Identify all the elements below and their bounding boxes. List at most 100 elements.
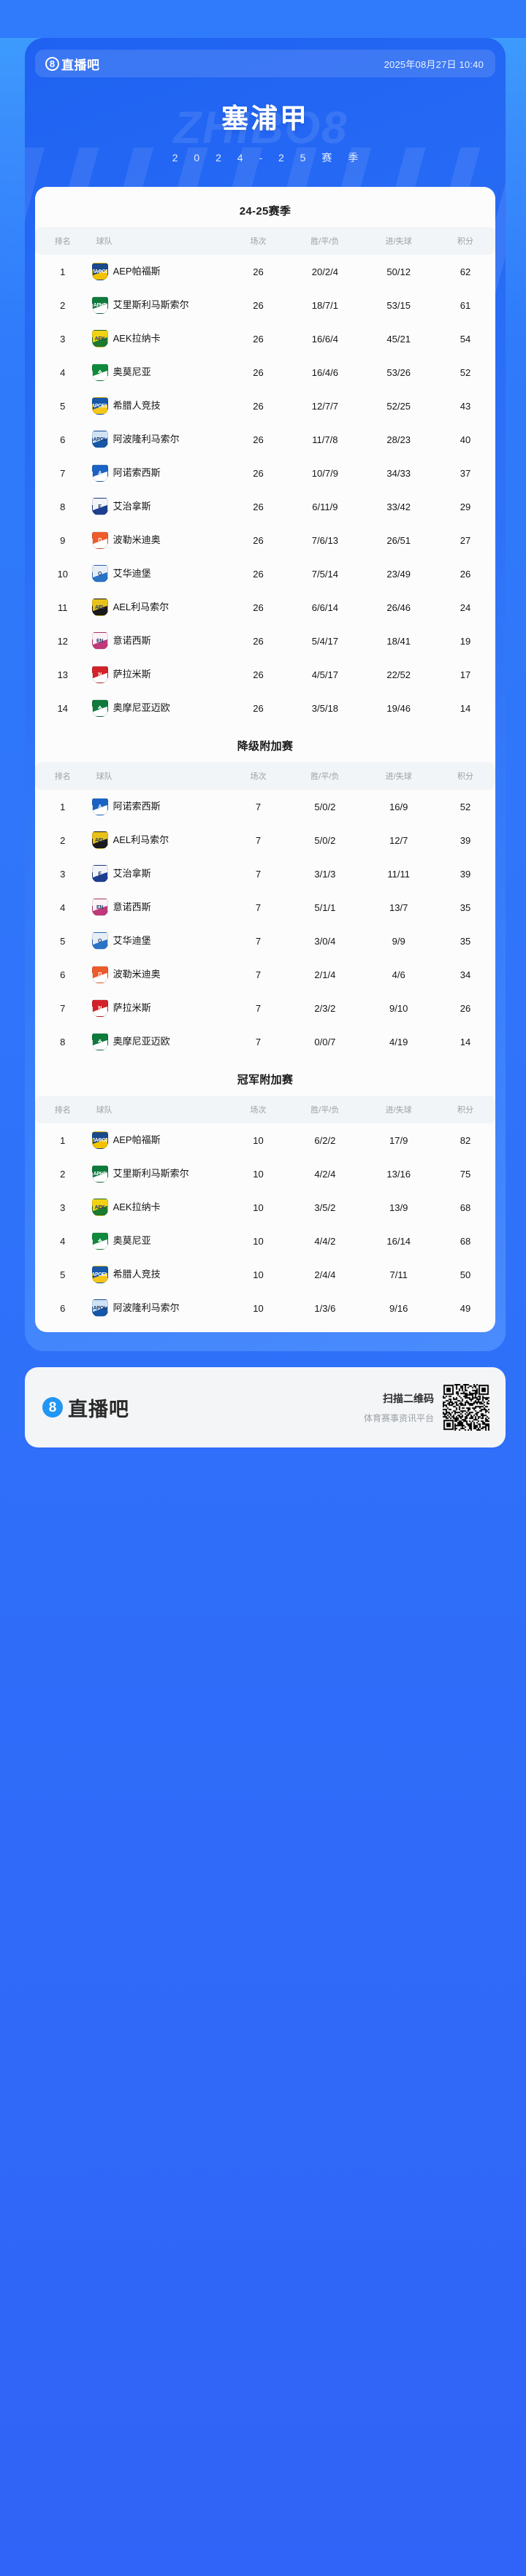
crest-omonia-29m-icon: O — [91, 565, 108, 583]
cell-team[interactable]: ☘ 奥莫尼亚 — [91, 355, 229, 389]
table-row[interactable]: 8 E 艾治拿斯 26 6/11/9 33/42 29 — [35, 490, 495, 523]
table-row[interactable]: 4 EN 意诺西斯 7 5/1/1 13/7 35 — [35, 891, 495, 924]
cell-wdl: 16/6/4 — [311, 333, 338, 345]
cell-team[interactable]: A 阿诺索西斯 — [91, 790, 229, 823]
brand-name: 直播吧 — [61, 58, 100, 72]
table-row[interactable]: 5 APOEL 希腊人竞技 26 12/7/7 52/25 43 — [35, 389, 495, 423]
cell-points: 82 — [460, 1134, 471, 1146]
team-wrapper: A 阿诺索西斯 — [91, 798, 229, 815]
cell-team[interactable]: APOEL 希腊人竞技 — [91, 389, 229, 423]
cell-team[interactable]: ΠΑΦΟΣ AEP帕福斯 — [91, 1123, 229, 1157]
cell-team[interactable]: ΑΡΗΣ 艾里斯利马斯索尔 — [91, 288, 229, 322]
zhibo8-logo-icon: 8 — [45, 56, 59, 71]
cell-played: 10 — [253, 1302, 264, 1314]
crest-omonia-icon: ☘ — [91, 1232, 108, 1250]
table-row[interactable]: 4 ☘ 奥莫尼亚 10 4/4/2 16/14 68 — [35, 1224, 495, 1258]
crest-label: E — [98, 871, 102, 877]
table-row[interactable]: 7 A 阿诺索西斯 26 10/7/9 34/33 37 — [35, 456, 495, 490]
table-row[interactable]: 3 AEK AEK拉纳卡 10 3/5/2 13/9 68 — [35, 1191, 495, 1224]
cell-goals: 4/6 — [392, 969, 405, 980]
table-row[interactable]: 2 ΑΡΗΣ 艾里斯利马斯索尔 10 4/2/4 13/16 75 — [35, 1157, 495, 1191]
table-header-row: 排名 球队 场次 胜/平/负 进/失球 积分 — [35, 762, 495, 790]
cell-points: 35 — [460, 935, 471, 947]
cell-goals: 9/16 — [389, 1302, 408, 1314]
crest-omonia-icon: ☘ — [91, 364, 108, 381]
cell-rank: 12 — [57, 635, 69, 647]
cell-played: 26 — [253, 669, 264, 680]
cell-wdl: 5/1/1 — [314, 901, 336, 913]
table-row[interactable]: 1 ΠΑΦΟΣ AEP帕福斯 10 6/2/2 17/9 82 — [35, 1123, 495, 1157]
crest-label: N — [98, 672, 102, 677]
crest-label: N — [98, 1005, 102, 1011]
table-row[interactable]: 3 E 艾治拿斯 7 3/1/3 11/11 39 — [35, 857, 495, 891]
cell-team[interactable]: APOEL 希腊人竞技 — [91, 1258, 229, 1291]
crest-aep-pafos-icon: ΠΑΦΟΣ — [91, 263, 108, 280]
team-wrapper: N 萨拉米斯 — [91, 999, 229, 1017]
table-row[interactable]: 6 Π 波勒米迪奥 7 2/1/4 4/6 34 — [35, 958, 495, 991]
cell-team[interactable]: E 艾治拿斯 — [91, 490, 229, 523]
table-row[interactable]: 5 O 艾华迪堡 7 3/0/4 9/9 35 — [35, 924, 495, 958]
table-row[interactable]: 13 N 萨拉米斯 26 4/5/17 22/52 17 — [35, 658, 495, 691]
cell-points: 68 — [460, 1202, 471, 1213]
cell-wdl: 3/1/3 — [314, 868, 336, 880]
cell-team[interactable]: O 艾华迪堡 — [91, 924, 229, 958]
cell-team[interactable]: AEL AEL利马索尔 — [91, 823, 229, 857]
cell-wdl: 6/2/2 — [314, 1134, 336, 1146]
cell-team[interactable]: AEK AEK拉纳卡 — [91, 322, 229, 355]
table-row[interactable]: 14 ☘ 奥摩尼亚迈欧 26 3/5/18 19/46 14 — [35, 691, 495, 725]
crest-label: ΑΡΗΣ — [93, 302, 107, 308]
cell-team[interactable]: O 艾华迪堡 — [91, 557, 229, 591]
cell-team[interactable]: E 艾治拿斯 — [91, 857, 229, 891]
cell-team[interactable]: APOL 阿波隆利马索尔 — [91, 423, 229, 456]
table-row[interactable]: 7 N 萨拉米斯 7 2/3/2 9/10 26 — [35, 991, 495, 1025]
section-title: 冠军附加赛 — [237, 1074, 294, 1086]
cell-team[interactable]: Π 波勒米迪奥 — [91, 958, 229, 991]
table-row[interactable]: 8 ☘ 奥摩尼亚迈欧 7 0/0/7 4/19 14 — [35, 1025, 495, 1058]
cell-team[interactable]: ΑΡΗΣ 艾里斯利马斯索尔 — [91, 1157, 229, 1191]
team-name: 希腊人竞技 — [113, 1268, 161, 1280]
crest-label: ☘ — [97, 1238, 102, 1244]
table-row[interactable]: 6 APOL 阿波隆利马索尔 26 11/7/8 28/23 40 — [35, 423, 495, 456]
top-bar: 8 直播吧 2025年08月27日 10:40 — [35, 50, 495, 77]
season-label: 2 0 2 4 - 2 5 赛 季 — [172, 152, 365, 164]
cell-team[interactable]: AEL AEL利马索尔 — [91, 591, 229, 624]
team-wrapper: AEL AEL利马索尔 — [91, 599, 229, 616]
cell-rank: 3 — [60, 1202, 66, 1213]
footer-brand[interactable]: 8 直播吧 — [42, 1393, 129, 1422]
cell-goals: 17/9 — [389, 1134, 408, 1146]
team-name: AEK拉纳卡 — [113, 332, 161, 344]
cell-team[interactable]: ☘ 奥摩尼亚迈欧 — [91, 691, 229, 725]
qr-code-icon[interactable] — [443, 1384, 489, 1431]
cell-team[interactable]: EN 意诺西斯 — [91, 891, 229, 924]
table-row[interactable]: 10 O 艾华迪堡 26 7/5/14 23/49 26 — [35, 557, 495, 591]
table-row[interactable]: 11 AEL AEL利马索尔 26 6/6/14 26/46 24 — [35, 591, 495, 624]
cell-team[interactable]: N 萨拉米斯 — [91, 658, 229, 691]
table-row[interactable]: 2 AEL AEL利马索尔 7 5/0/2 12/7 39 — [35, 823, 495, 857]
table-row[interactable]: 1 A 阿诺索西斯 7 5/0/2 16/9 52 — [35, 790, 495, 823]
table-row[interactable]: 1 ΠΑΦΟΣ AEP帕福斯 26 20/2/4 50/12 62 — [35, 255, 495, 288]
brand-logo[interactable]: 8 直播吧 — [45, 55, 100, 73]
cell-team[interactable]: ΠΑΦΟΣ AEP帕福斯 — [91, 255, 229, 288]
crest-polemidia-icon: Π — [91, 966, 108, 983]
table-row[interactable]: 5 APOEL 希腊人竞技 10 2/4/4 7/11 50 — [35, 1258, 495, 1291]
cell-team[interactable]: EN 意诺西斯 — [91, 624, 229, 658]
cell-team[interactable]: ☘ 奥莫尼亚 — [91, 1224, 229, 1258]
cell-wdl: 0/0/7 — [314, 1036, 336, 1047]
cell-team[interactable]: APOL 阿波隆利马索尔 — [91, 1291, 229, 1325]
table-row[interactable]: 6 APOL 阿波隆利马索尔 10 1/3/6 9/16 49 — [35, 1291, 495, 1325]
table-row[interactable]: 12 EN 意诺西斯 26 5/4/17 18/41 19 — [35, 624, 495, 658]
table-row[interactable]: 2 ΑΡΗΣ 艾里斯利马斯索尔 26 18/7/1 53/15 61 — [35, 288, 495, 322]
table-row[interactable]: 4 ☘ 奥莫尼亚 26 16/4/6 53/26 52 — [35, 355, 495, 389]
cell-team[interactable]: A 阿诺索西斯 — [91, 456, 229, 490]
cell-team[interactable]: Π 波勒米迪奥 — [91, 523, 229, 557]
cell-points: 39 — [460, 834, 471, 846]
cell-rank: 11 — [58, 601, 68, 613]
cell-team[interactable]: AEK AEK拉纳卡 — [91, 1191, 229, 1224]
cell-team[interactable]: N 萨拉米斯 — [91, 991, 229, 1025]
table-row[interactable]: 9 Π 波勒米迪奥 26 7/6/13 26/51 27 — [35, 523, 495, 557]
cell-team[interactable]: ☘ 奥摩尼亚迈欧 — [91, 1025, 229, 1058]
crest-label: A — [98, 470, 102, 476]
cell-points: 37 — [460, 467, 471, 479]
table-row[interactable]: 3 AEK AEK拉纳卡 26 16/6/4 45/21 54 — [35, 322, 495, 355]
column-header-4: 进/失球 — [362, 227, 436, 255]
